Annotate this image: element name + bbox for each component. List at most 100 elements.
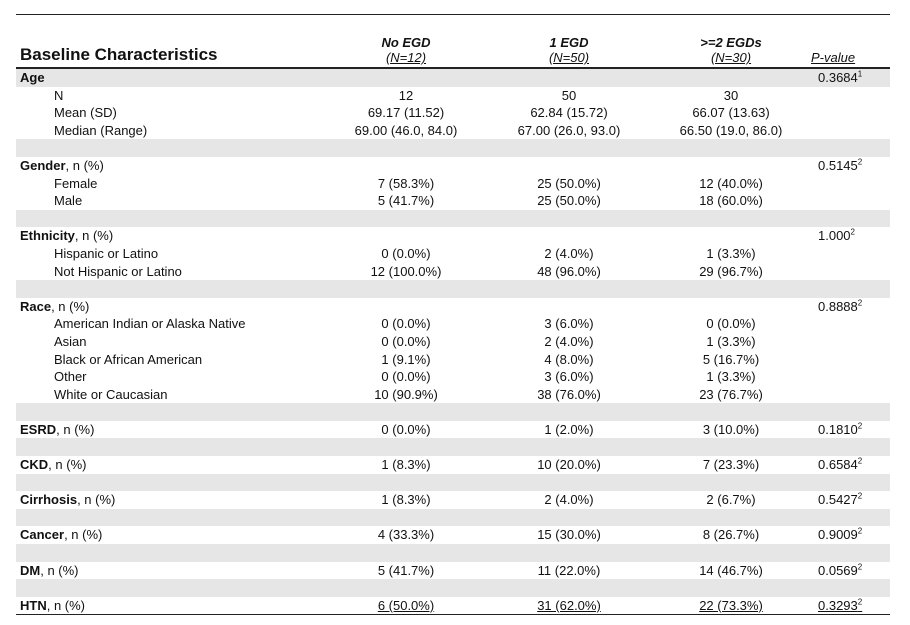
header-col-no-egd: No EGD (N=12) — [331, 35, 481, 65]
row-label-suffix: , n (%) — [46, 597, 86, 613]
pvalue-wrap: 1.0002 — [818, 227, 888, 245]
table-row: American Indian or Alaska Native 0 (0.0%)… — [16, 315, 890, 333]
row-label-suffix: , n (%) — [48, 457, 87, 473]
pvalue-text: 1.000 — [818, 228, 851, 244]
pvalue-footnote-marker: 2 — [850, 228, 855, 238]
row-label-bold: ESRD — [20, 421, 57, 437]
row-label-bold: Ethnicity — [20, 228, 75, 244]
cell-2plus-egds: 12 (40.0%) — [699, 175, 763, 191]
cell-1-egd: 50 — [561, 87, 577, 103]
cell-pvalue — [794, 333, 888, 351]
spacer-row — [16, 209, 890, 228]
row-label: Cancer, n (%) — [20, 526, 102, 544]
cell-2plus-egds: 2 (6.7%) — [706, 492, 756, 508]
section-row: HTN, n (%) 6 (50.0%) 31 (62.0%) 22 (73.3%) 0… — [16, 597, 890, 616]
cell-no-egd: 0 (0.0%) — [381, 245, 431, 261]
cell-pvalue: 0.36841 — [794, 69, 888, 87]
cell-pvalue: 0.51452 — [794, 157, 888, 175]
section-row: Race, n (%) 0.88882 — [16, 298, 890, 316]
pvalue-wrap: 0.54272 — [818, 491, 888, 509]
table-body: Age 0.36841 N 12 50 30 Mean (SD) 69.17 (11.52) 6… — [16, 69, 890, 616]
row-label: Black or African American — [54, 351, 203, 367]
row-label: Not Hispanic or Latino — [54, 263, 182, 279]
cell-pvalue: 0.18102 — [794, 421, 888, 439]
pvalue-text: 0.3293 — [818, 597, 858, 613]
section-row: Cirrhosis, n (%) 1 (8.3%) 2 (4.0%) 2 (6.7%)… — [16, 491, 890, 509]
pvalue-text: 0.9009 — [818, 527, 858, 543]
row-label: Female — [54, 175, 98, 191]
row-label-bold: CKD — [20, 457, 49, 473]
cell-1-egd: 31 (62.0%) — [537, 597, 601, 613]
top-rule — [16, 14, 890, 15]
cell-pvalue — [794, 315, 888, 333]
cell-pvalue — [794, 104, 888, 122]
header-col-name: No EGD — [381, 35, 431, 50]
header-col-name: >=2 EGDs — [700, 35, 762, 50]
section-row: Ethnicity, n (%) 1.0002 — [16, 227, 890, 245]
table-header: Baseline Characteristics No EGD (N=12) 1… — [16, 15, 890, 69]
cell-pvalue: 0.65842 — [794, 456, 888, 474]
row-label-suffix: , n (%) — [64, 527, 103, 543]
cell-1-egd: 2 (4.0%) — [544, 333, 594, 349]
cell-no-egd: 6 (50.0%) — [377, 597, 435, 613]
cell-2plus-egds: 3 (10.0%) — [702, 421, 760, 437]
cell-pvalue: 1.0002 — [794, 227, 888, 245]
cell-no-egd: 0 (0.0%) — [381, 369, 431, 385]
row-label: Cirrhosis, n (%) — [20, 491, 115, 509]
row-label-suffix: , n (%) — [51, 298, 90, 314]
cell-1-egd: 3 (6.0%) — [544, 316, 594, 332]
table-row: N 12 50 30 — [16, 87, 890, 105]
header-col-name: 1 EGD — [549, 35, 589, 50]
table-row: Asian 0 (0.0%) 2 (4.0%) 1 (3.3%) — [16, 333, 890, 351]
cell-1-egd: 1 (2.0%) — [544, 421, 594, 437]
spacer-row — [16, 139, 890, 157]
header-col-2plus-egds: >=2 EGDs (N=30) — [656, 35, 806, 65]
row-label: Gender, n (%) — [20, 157, 104, 175]
cell-pvalue — [794, 87, 888, 105]
section-row: Age 0.36841 — [16, 69, 890, 87]
baseline-table: Baseline Characteristics No EGD (N=12) 1… — [16, 14, 890, 616]
row-label: CKD, n (%) — [20, 456, 86, 474]
pvalue-text: 0.1810 — [818, 421, 858, 437]
cell-2plus-egds: 5 (16.7%) — [702, 351, 760, 367]
pvalue-text: 0.5427 — [818, 492, 858, 508]
table-row: Other 0 (0.0%) 3 (6.0%) 1 (3.3%) — [16, 368, 890, 386]
cell-1-egd: 67.00 (26.0, 93.0) — [517, 122, 621, 138]
cell-pvalue — [794, 245, 888, 263]
table-row: Hispanic or Latino 0 (0.0%) 2 (4.0%) 1 (3.3… — [16, 245, 890, 263]
cell-no-egd: 5 (41.7%) — [377, 193, 435, 209]
header-col-1-egd: 1 EGD (N=50) — [494, 35, 644, 65]
pvalue-wrap: 0.51452 — [818, 157, 888, 175]
pvalue-wrap: 0.18102 — [818, 421, 888, 439]
row-label: Male — [54, 193, 83, 209]
cell-no-egd: 1 (8.3%) — [381, 492, 431, 508]
row-label-bold: Cancer — [20, 527, 65, 543]
section-row: DM, n (%) 5 (41.7%) 11 (22.0%) 14 (46.7%) 0.… — [16, 562, 890, 580]
row-label: Race, n (%) — [20, 298, 89, 316]
row-label-bold: Cirrhosis — [20, 492, 78, 508]
cell-pvalue: 0.54272 — [794, 491, 888, 509]
cell-1-egd: 10 (20.0%) — [537, 457, 601, 473]
table-row: White or Caucasian 10 (90.9%) 38 (76.0%) 23… — [16, 386, 890, 404]
row-label-suffix: , n (%) — [40, 562, 79, 578]
cell-no-egd: 69.00 (46.0, 84.0) — [354, 122, 458, 138]
cell-2plus-egds: 29 (96.7%) — [699, 263, 763, 279]
cell-2plus-egds: 18 (60.0%) — [699, 193, 763, 209]
pvalue-footnote-marker: 2 — [857, 456, 863, 466]
cell-1-egd: 15 (30.0%) — [537, 527, 601, 543]
cell-no-egd: 1 (8.3%) — [381, 457, 431, 473]
pvalue-footnote-marker: 2 — [857, 527, 863, 537]
row-label: N — [54, 87, 64, 103]
row-label-bold: Gender — [20, 157, 66, 173]
cell-2plus-egds: 1 (3.3%) — [706, 333, 756, 349]
pvalue-footnote-marker: 2 — [857, 421, 863, 431]
cell-pvalue — [794, 351, 888, 369]
cell-pvalue — [794, 386, 888, 404]
cell-pvalue: 0.88882 — [794, 298, 888, 316]
spacer-row — [16, 403, 890, 421]
row-label-suffix: , n (%) — [56, 421, 95, 437]
header-col-pvalue: P-value — [811, 50, 856, 65]
cell-1-egd: 25 (50.0%) — [537, 175, 601, 191]
pvalue-footnote-marker: 2 — [857, 597, 863, 607]
table-row: Median (Range) 69.00 (46.0, 84.0) 67.00 (2… — [16, 122, 890, 140]
